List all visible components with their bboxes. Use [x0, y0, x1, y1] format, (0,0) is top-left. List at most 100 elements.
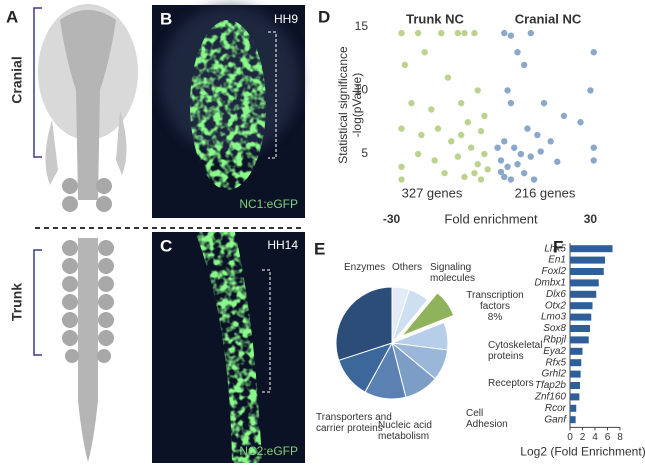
point	[504, 163, 511, 170]
point	[477, 176, 485, 183]
bar	[570, 393, 580, 401]
panel-letter: A	[6, 7, 18, 26]
point	[454, 29, 462, 37]
bar	[570, 370, 581, 378]
x-tick-label: 30	[584, 212, 598, 226]
category-label: Dmbx1	[534, 278, 566, 289]
point	[501, 138, 508, 145]
point	[554, 158, 561, 165]
point	[414, 29, 422, 37]
bar	[570, 359, 582, 367]
y-tick-label: 5	[361, 146, 368, 160]
point	[481, 150, 488, 158]
point	[497, 157, 505, 164]
cranial-embryo-drawing	[38, 4, 138, 212]
point	[524, 125, 531, 132]
category-label: Signaling molecules	[430, 262, 476, 284]
point	[448, 138, 455, 145]
pie-label: Transporters and carrier proteins	[316, 412, 396, 434]
point	[401, 61, 409, 69]
point	[398, 29, 405, 37]
category-label: Rcor	[545, 403, 567, 414]
bar	[570, 256, 605, 264]
x-tick-label: -30	[383, 212, 401, 226]
bar	[570, 302, 593, 310]
point	[408, 99, 415, 107]
category-label: Transporters and carrier proteins	[316, 412, 392, 434]
point	[517, 150, 525, 158]
annotation: 216 genes	[515, 185, 576, 200]
category-label: Cytoskeletal proteins	[488, 340, 543, 362]
point	[418, 131, 425, 139]
point	[507, 99, 515, 107]
category-label: Rbpjl	[543, 335, 567, 346]
point	[497, 168, 505, 176]
category-label: Ganf	[544, 414, 567, 425]
category-label: Transcription factors	[466, 290, 524, 312]
value-label: 8%	[487, 312, 503, 323]
point	[444, 74, 452, 81]
x-tick-label: 8	[617, 432, 623, 443]
point	[494, 144, 501, 151]
x-tick-label: 6	[605, 432, 611, 443]
point	[560, 112, 568, 120]
series-label: Trunk NC	[406, 11, 464, 26]
pie-label: Signaling molecules	[430, 262, 500, 284]
point	[461, 29, 468, 37]
pie-label: Cell Adhesion	[466, 408, 516, 430]
point	[428, 106, 435, 113]
category-label: Nucleic acid metabolism	[378, 420, 432, 442]
category-label: Receptors	[488, 378, 534, 389]
point	[590, 157, 597, 164]
bracket	[33, 7, 42, 158]
point	[474, 87, 481, 94]
point	[434, 125, 442, 132]
bar	[570, 336, 589, 344]
category-label: Lmo3	[541, 312, 566, 323]
stage-label: HH14	[267, 238, 298, 252]
x-axis-label: Log2 (Fold Enrichment)	[520, 445, 645, 459]
bar	[570, 416, 576, 424]
category-label: Dlx6	[546, 289, 566, 300]
point	[501, 29, 508, 37]
x-tick-label: 2	[580, 432, 586, 443]
point	[421, 49, 428, 56]
pie-slice	[335, 286, 393, 361]
pie-label: Others	[392, 262, 432, 273]
x-tick-label: 0	[567, 432, 573, 443]
point	[471, 169, 478, 177]
y-tick-label: 15	[355, 19, 369, 33]
x-axis-label: Fold enrichment	[444, 211, 538, 226]
point	[438, 29, 445, 37]
point	[501, 173, 508, 181]
x-tick-label: 4	[592, 432, 598, 443]
point	[474, 161, 481, 168]
bar	[570, 290, 597, 298]
category-label: Enzymes	[344, 262, 386, 273]
y-axis-label: -log(pValue)	[350, 73, 364, 137]
series-label: Cranial NC	[515, 11, 582, 26]
panel-letter: B	[160, 9, 172, 28]
point	[461, 173, 468, 181]
trunk-embryo-drawing	[62, 238, 114, 462]
reporter-label: NC1:eGFP	[239, 197, 298, 211]
point	[547, 138, 554, 145]
category-label: Others	[392, 262, 423, 273]
category-label: Sox8	[543, 323, 566, 334]
point	[540, 99, 548, 107]
panel-letter: F	[553, 237, 563, 256]
bar	[570, 313, 592, 321]
bar	[570, 382, 580, 389]
point	[398, 176, 405, 183]
point	[534, 131, 541, 139]
point	[520, 169, 528, 177]
y-tick-label: 10	[355, 83, 369, 97]
bar	[570, 268, 604, 275]
point	[590, 49, 597, 56]
category-label: En1	[548, 255, 566, 266]
category-label: Lhx5	[544, 243, 566, 254]
category-label: Eya2	[543, 346, 566, 357]
point	[504, 87, 511, 94]
point	[467, 144, 475, 151]
